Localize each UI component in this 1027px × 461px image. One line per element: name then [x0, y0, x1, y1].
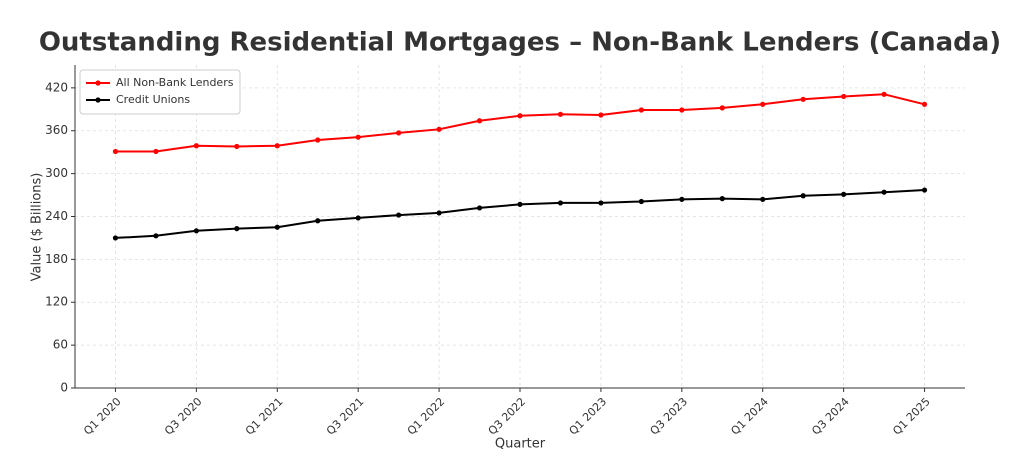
x-tick-label: Q3 2022 [486, 395, 529, 438]
point [598, 112, 604, 118]
point [274, 143, 280, 149]
point [436, 126, 442, 132]
point [517, 113, 523, 119]
y-tick-label: 240 [45, 209, 68, 223]
point [476, 205, 483, 211]
x-tick-label: Q3 2020 [162, 395, 205, 438]
x-tick-label: Q1 2021 [243, 395, 286, 438]
x-tick-label: Q1 2020 [81, 395, 124, 438]
point [557, 200, 564, 206]
point [234, 143, 240, 150]
y-tick-label: 180 [45, 252, 68, 266]
point [598, 200, 604, 206]
y-tick-label: 420 [45, 80, 68, 94]
x-tick-label: Q1 2024 [728, 395, 771, 438]
point [841, 93, 847, 100]
point [719, 105, 725, 111]
x-tick-label: Q1 2025 [890, 395, 933, 438]
legend-label: Credit Unions [116, 93, 190, 106]
y-axis-label: Value ($ Billions) [30, 173, 45, 282]
point [396, 212, 402, 218]
point [760, 196, 766, 202]
point [921, 101, 928, 107]
y-tick-label: 60 [53, 338, 68, 352]
point [679, 196, 685, 202]
point [881, 189, 887, 195]
point [193, 143, 199, 149]
point [153, 233, 159, 239]
y-tick-label: 360 [45, 123, 68, 137]
y-tick-label: 120 [45, 295, 68, 309]
point [396, 130, 402, 136]
point [153, 148, 159, 155]
x-tick-label: Q3 2024 [809, 395, 852, 438]
legend-marker [95, 80, 101, 86]
point [234, 226, 240, 232]
point [355, 134, 361, 140]
legend-marker [95, 97, 101, 103]
point [719, 196, 725, 202]
y-tick-label: 0 [60, 381, 68, 395]
point [800, 96, 806, 102]
point [476, 118, 483, 124]
point [112, 148, 119, 155]
point [881, 91, 887, 97]
point [315, 218, 321, 224]
point [841, 191, 847, 197]
point [355, 215, 361, 221]
point [274, 224, 280, 230]
x-tick-label: Q3 2023 [648, 395, 691, 438]
point [760, 101, 766, 107]
point [921, 187, 928, 193]
point [315, 137, 321, 143]
legend-box [79, 69, 241, 115]
chart-title: Outstanding Residential Mortgages – Non-… [39, 28, 1001, 58]
x-axis-label: Quarter [495, 437, 546, 452]
point [193, 228, 199, 234]
point [112, 235, 119, 241]
point [638, 198, 644, 205]
y-tick-label: 300 [45, 166, 68, 180]
x-tick-label: Q1 2023 [567, 395, 610, 438]
point [800, 193, 806, 199]
x-tick-label: Q1 2022 [405, 395, 448, 438]
point [557, 111, 564, 117]
point [638, 107, 644, 113]
legend-label: All Non-Bank Lenders [116, 76, 234, 89]
point [517, 201, 523, 207]
x-tick-label: Q3 2021 [324, 395, 367, 438]
point [436, 210, 442, 216]
point [679, 107, 685, 113]
